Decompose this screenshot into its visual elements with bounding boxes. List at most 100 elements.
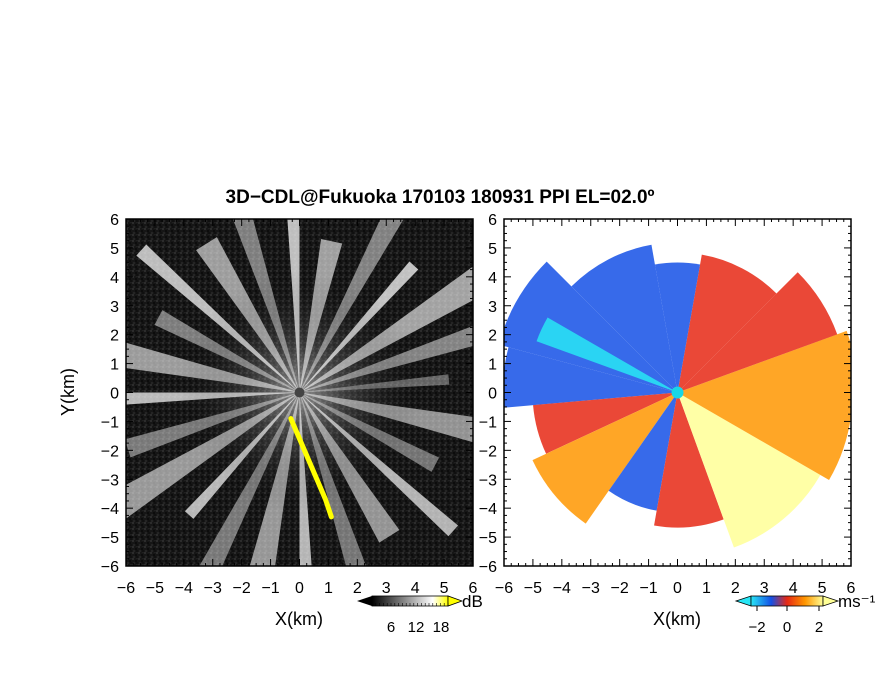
velocity-colorbar: ms⁻¹ −2 0 2	[734, 592, 876, 636]
y-tick-label: 2	[110, 328, 119, 345]
velocity-wedges	[504, 244, 851, 548]
x-tick-label: 0	[295, 580, 304, 597]
velocity-wedge	[677, 392, 821, 548]
figure-title: 3D−CDL@Fukuoka 170103 180931 PPI EL=02.0…	[225, 187, 655, 208]
x-tick-label: 3	[760, 580, 769, 597]
velocity-wedge	[504, 261, 678, 393]
velocity-wedge	[654, 262, 701, 393]
y-tick-label: 1	[488, 357, 497, 374]
colorbar-low-arrow	[357, 596, 372, 606]
x-tick-label: −1	[639, 580, 657, 597]
x-tick-label: −5	[524, 580, 542, 597]
velocity-wedge	[677, 330, 851, 393]
x-tick-label: 5	[440, 580, 449, 597]
colorbar-tick-label: 18	[433, 619, 450, 636]
y-tick-label: −1	[101, 414, 119, 431]
y-tick-label: −5	[479, 530, 497, 547]
reflectivity-colorbar: dB 6 12 18	[357, 592, 483, 636]
colorbar-ticks	[371, 603, 449, 606]
colorbar-body	[750, 595, 824, 607]
y-tick-label: −6	[479, 559, 497, 576]
x-axis-label-left: X(km)	[275, 609, 323, 629]
y-tick-label: 3	[488, 299, 497, 316]
y-tick-label: −4	[479, 501, 497, 518]
radial-streak	[287, 219, 300, 393]
x-tick-label: 5	[818, 580, 827, 597]
x-tick-label: 3	[382, 580, 391, 597]
x-tick-label: 4	[411, 580, 420, 597]
x-tick-label: −3	[204, 580, 222, 597]
x-tick-label: 0	[673, 580, 682, 597]
y-tick-label: 5	[488, 241, 497, 258]
y-tick-label: −3	[479, 472, 497, 489]
colorbar-ticks	[756, 606, 820, 611]
radial-streak	[126, 392, 300, 519]
reflectivity-axes: −6 −5 −4 −3 −2 −1 0 1 2 3 4 5 6 6 5 4 3 2 1 0 −1 −2 −3 −4 −5 −6	[101, 212, 478, 597]
colorbar-tick-label: −2	[748, 619, 765, 636]
x-tick-label: 6	[469, 580, 478, 597]
velocity-axes: −6 −5 −4 −3 −2 −1 0 1 2 3 4 5 6 6 5 4 3 2 1 0 −1 −2 −3 −4 −5 −6	[479, 212, 856, 597]
y-tick-label: 0	[488, 386, 497, 403]
x-tick-label: −2	[611, 580, 629, 597]
y-tick-label: −4	[101, 501, 119, 518]
velocity-wedge	[608, 392, 678, 511]
colorbar-unit-db: dB	[462, 592, 483, 611]
colorbar-high-arrow	[822, 595, 840, 607]
y-axis-label: Y(km)	[58, 368, 78, 416]
colorbar-tick-label: 12	[408, 619, 425, 636]
velocity-wedge	[677, 254, 777, 393]
y-tick-label: −1	[479, 414, 497, 431]
velocity-wedge	[536, 317, 678, 393]
x-tick-label: −2	[233, 580, 251, 597]
velocity-wedge	[533, 392, 678, 454]
y-tick-label: 1	[110, 357, 119, 374]
velocity-wedge	[532, 392, 678, 524]
colorbar-tick-label: 6	[387, 619, 395, 636]
y-tick-label: 4	[488, 270, 497, 287]
reflectivity-panel: −6 −5 −4 −3 −2 −1 0 1 2 3 4 5 6 6 5 4 3 2 1 0 −1 −2 −3 −4 −5 −6 Y…	[58, 212, 478, 629]
radial-streak	[126, 392, 300, 405]
x-tick-label: 1	[324, 580, 333, 597]
y-tick-label: −2	[101, 443, 119, 460]
x-tick-label: −6	[495, 580, 513, 597]
x-tick-label: 6	[847, 580, 856, 597]
velocity-wedge	[504, 347, 678, 408]
y-tick-label: 5	[110, 241, 119, 258]
y-tick-label: −6	[101, 559, 119, 576]
colorbar-tick-label: 2	[815, 619, 823, 636]
velocity-wedge	[677, 272, 838, 393]
velocity-wedge	[654, 392, 724, 528]
y-tick-label: 4	[110, 270, 119, 287]
x-tick-label: −1	[261, 580, 279, 597]
x-tick-label: −6	[117, 580, 135, 597]
x-tick-label: 2	[731, 580, 740, 597]
velocity-wedge	[571, 244, 678, 393]
y-tick-label: 2	[488, 328, 497, 345]
y-tick-label: 6	[488, 212, 497, 229]
y-tick-label: 6	[110, 212, 119, 229]
radar-site-marker-velocity	[671, 386, 684, 399]
colorbar-unit-ms: ms⁻¹	[838, 592, 876, 611]
radar-site-marker	[294, 387, 305, 398]
y-tick-label: −5	[101, 530, 119, 547]
x-tick-label: 4	[789, 580, 798, 597]
x-tick-label: −5	[146, 580, 164, 597]
x-axis-label-right: X(km)	[653, 609, 701, 629]
x-tick-label: 2	[353, 580, 362, 597]
strong-echo-track	[288, 416, 334, 520]
colorbar-tick-label: 0	[783, 619, 791, 636]
y-tick-label: −3	[101, 472, 119, 489]
colorbar-low-arrow	[734, 595, 752, 607]
x-tick-label: −3	[582, 580, 600, 597]
velocity-panel: −6 −5 −4 −3 −2 −1 0 1 2 3 4 5 6 6 5 4 3 2 1 0 −1 −2 −3 −4 −5 −6 X…	[479, 212, 856, 629]
x-tick-label: −4	[175, 580, 193, 597]
velocity-wedge	[677, 392, 851, 480]
y-tick-label: 3	[110, 299, 119, 316]
y-tick-label: 0	[110, 386, 119, 403]
radial-streak	[299, 392, 312, 566]
x-tick-label: −4	[553, 580, 571, 597]
x-tick-label: 1	[702, 580, 711, 597]
colorbar-high-arrow	[447, 595, 464, 607]
y-tick-label: −2	[479, 443, 497, 460]
